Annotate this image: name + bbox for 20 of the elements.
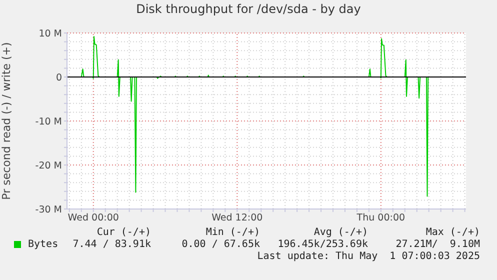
y-axis-title: Pr second read (-) / write (+) bbox=[0, 42, 13, 200]
text: 27.21M/ 9.10M bbox=[396, 239, 480, 250]
y-tick-label: -30 M bbox=[35, 204, 62, 216]
chart-title: Disk throughput for /dev/sda - by day bbox=[135, 2, 362, 16]
x-tick-label: Thu 00:00 bbox=[356, 212, 406, 224]
text: 196.45k/253.69k bbox=[278, 239, 368, 250]
text: Last update: Thu May 1 07:00:03 2025 bbox=[257, 251, 480, 262]
x-tick-label: Wed 12:00 bbox=[212, 212, 263, 224]
text: Max (-/+) bbox=[426, 227, 480, 238]
y-tick-label: -20 M bbox=[35, 160, 62, 172]
text: Cur (-/+) bbox=[96, 227, 151, 238]
x-tick-label: Wed 00:00 bbox=[68, 212, 119, 224]
legend-label: Bytes bbox=[28, 239, 58, 250]
y-tick-label: -10 M bbox=[35, 116, 62, 128]
y-tick-label: 10 M bbox=[38, 28, 62, 40]
text: 7.44 / 83.91k bbox=[72, 239, 151, 250]
y-tick-label: 0 bbox=[56, 72, 62, 84]
text: Min (-/+) bbox=[206, 227, 260, 238]
text: Avg (-/+) bbox=[314, 227, 368, 238]
text: 0.00 / 67.65k bbox=[182, 239, 260, 250]
